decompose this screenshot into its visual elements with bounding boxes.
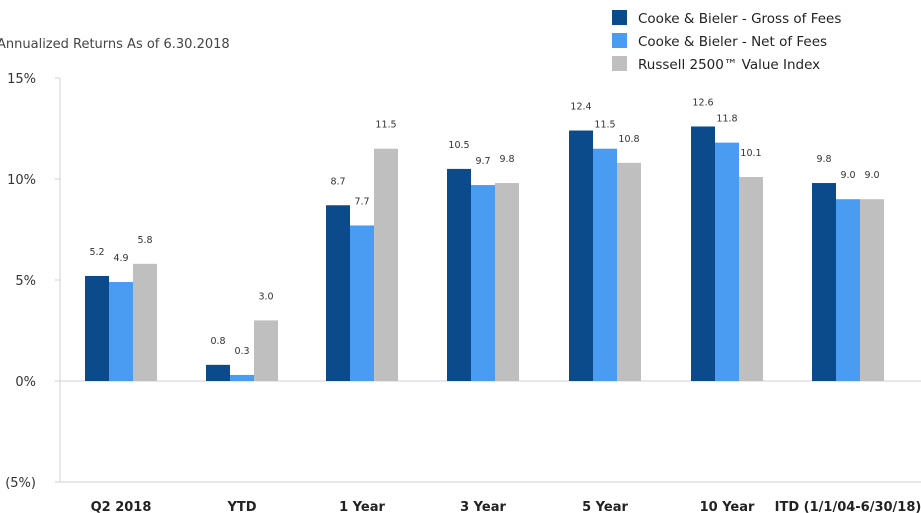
bar	[374, 148, 398, 381]
y-tick-label: 15%	[7, 72, 36, 87]
bar	[569, 130, 593, 381]
data-label: 3.0	[258, 291, 273, 302]
data-label: 11.5	[375, 120, 396, 131]
data-label: 0.3	[234, 346, 249, 357]
data-label: 8.7	[330, 176, 345, 187]
x-category-label: 3 Year	[460, 500, 506, 513]
legend-swatch	[612, 10, 627, 25]
bar	[739, 176, 763, 381]
bar	[593, 148, 617, 381]
bar	[133, 263, 157, 381]
bar	[85, 275, 109, 381]
chart-subtitle: Annualized Returns As of 6.30.2018	[0, 37, 230, 52]
data-label: 9.8	[816, 154, 831, 165]
data-label: 9.0	[864, 170, 879, 181]
legend-label: Cooke & Bieler - Gross of Fees	[638, 11, 841, 27]
legend-label: Cooke & Bieler - Net of Fees	[638, 34, 827, 50]
data-labels: 5.2 4.9 5.8 0.8 0.3 3.0 8.7 7.7 11.5 10.5 9.7 9.8 12…	[89, 97, 879, 356]
bar	[471, 185, 495, 381]
bar	[617, 162, 641, 381]
bars	[85, 126, 884, 381]
data-label: 12.4	[570, 102, 591, 113]
data-label: 9.7	[475, 156, 490, 167]
x-category-label: 5 Year	[582, 500, 628, 513]
data-label: 5.8	[137, 235, 152, 246]
data-label: 9.0	[840, 170, 855, 181]
legend-swatch	[612, 56, 627, 71]
legend-swatch	[612, 33, 627, 48]
data-label: 10.5	[448, 140, 469, 151]
y-tick-label: (5%)	[5, 476, 36, 491]
y-tick-label: 5%	[15, 274, 36, 289]
bar	[254, 320, 278, 381]
data-label: 10.8	[618, 134, 639, 145]
bar	[812, 183, 836, 381]
legend-label: Russell 2500™ Value Index	[638, 57, 820, 73]
data-label: 11.8	[716, 114, 737, 125]
y-tick-label: 10%	[7, 173, 36, 188]
bar	[206, 364, 230, 381]
legend: Cooke & Bieler - Gross of Fees Cooke & Bi…	[612, 10, 841, 73]
bar	[350, 225, 374, 381]
bar	[326, 205, 350, 381]
x-category-label: 1 Year	[339, 500, 385, 513]
bar	[495, 183, 519, 381]
x-category-label: ITD (1/1/04-6/30/18)	[775, 500, 921, 513]
x-category-label: YTD	[226, 500, 256, 513]
data-label: 12.6	[692, 97, 713, 108]
bar	[836, 199, 860, 381]
data-label: 5.2	[89, 247, 104, 258]
axes: 15% 10% 5% 0% (5%) Q2 2018 YTD 1 Year 3 Year 5 Ye…	[5, 72, 921, 513]
data-label: 11.5	[594, 120, 615, 131]
data-label: 0.8	[210, 336, 225, 347]
y-tick-label: 0%	[15, 375, 36, 390]
bar	[691, 126, 715, 381]
x-category-label: Q2 2018	[91, 500, 152, 513]
data-label: 10.1	[740, 148, 761, 159]
data-label: 4.9	[113, 253, 128, 264]
data-label: 9.8	[499, 154, 514, 165]
x-category-label: 10 Year	[700, 500, 755, 513]
bar	[715, 142, 739, 381]
bar	[109, 282, 133, 381]
data-label: 7.7	[354, 196, 369, 207]
bar	[447, 168, 471, 381]
bar	[230, 374, 254, 381]
bar	[860, 199, 884, 381]
